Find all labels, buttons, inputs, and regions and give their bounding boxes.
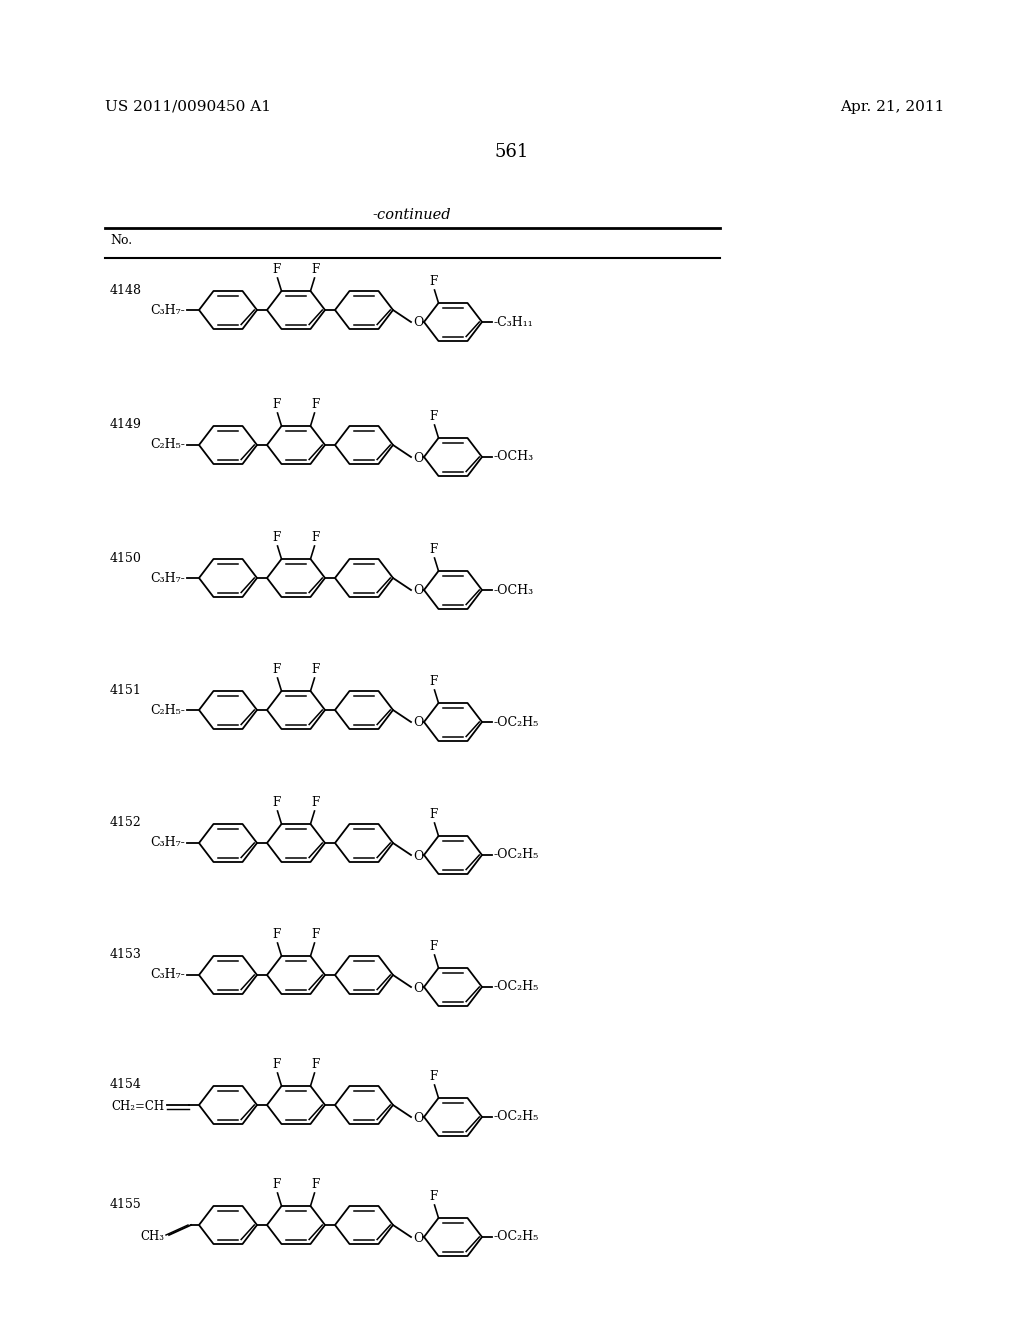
Text: CH₂=CH: CH₂=CH [112,1101,165,1114]
Text: F: F [311,399,319,411]
Text: F: F [429,808,437,821]
Text: F: F [311,796,319,809]
Text: F: F [311,531,319,544]
Text: 4149: 4149 [110,418,142,432]
Text: 4155: 4155 [110,1199,141,1212]
Text: -OC₂H₅: -OC₂H₅ [494,981,540,994]
Text: No.: No. [110,234,132,247]
Text: C₃H₇-: C₃H₇- [151,572,185,585]
Text: C₃H₇-: C₃H₇- [151,837,185,850]
Text: -continued: -continued [373,209,452,222]
Text: C₂H₅-: C₂H₅- [151,704,185,717]
Text: C₂H₅-: C₂H₅- [151,438,185,451]
Text: -OC₂H₅: -OC₂H₅ [494,1110,540,1123]
Text: O: O [413,850,423,862]
Text: C₃H₇-: C₃H₇- [151,969,185,982]
Text: O: O [413,585,423,598]
Text: O: O [413,1232,423,1245]
Text: -C₃H₁₁: -C₃H₁₁ [494,315,534,329]
Text: -OCH₃: -OCH₃ [494,450,535,463]
Text: F: F [429,275,437,288]
Text: F: F [311,1177,319,1191]
Text: O: O [413,982,423,994]
Text: 4150: 4150 [110,552,142,565]
Text: F: F [272,663,281,676]
Text: US 2011/0090450 A1: US 2011/0090450 A1 [105,100,271,114]
Text: F: F [429,675,437,688]
Text: F: F [429,543,437,556]
Text: O: O [413,451,423,465]
Text: -OC₂H₅: -OC₂H₅ [494,715,540,729]
Text: F: F [272,928,281,941]
Text: -OC₂H₅: -OC₂H₅ [494,1230,540,1243]
Text: O: O [413,717,423,730]
Text: 4154: 4154 [110,1078,142,1092]
Text: F: F [272,263,281,276]
Text: -OCH₃: -OCH₃ [494,583,535,597]
Text: 4148: 4148 [110,284,142,297]
Text: O: O [413,317,423,330]
Text: 561: 561 [495,143,529,161]
Text: F: F [311,663,319,676]
Text: F: F [272,531,281,544]
Text: F: F [311,928,319,941]
Text: F: F [429,411,437,422]
Text: C₃H₇-: C₃H₇- [151,304,185,317]
Text: O: O [413,1111,423,1125]
Text: F: F [272,1177,281,1191]
Text: 4152: 4152 [110,817,141,829]
Text: CH₃: CH₃ [140,1230,164,1243]
Text: F: F [311,263,319,276]
Text: -OC₂H₅: -OC₂H₅ [494,849,540,862]
Text: F: F [429,940,437,953]
Text: F: F [272,796,281,809]
Text: 4151: 4151 [110,684,142,697]
Text: F: F [272,1059,281,1071]
Text: F: F [429,1191,437,1203]
Text: F: F [272,399,281,411]
Text: F: F [429,1071,437,1082]
Text: F: F [311,1059,319,1071]
Text: 4153: 4153 [110,949,142,961]
Text: Apr. 21, 2011: Apr. 21, 2011 [840,100,944,114]
